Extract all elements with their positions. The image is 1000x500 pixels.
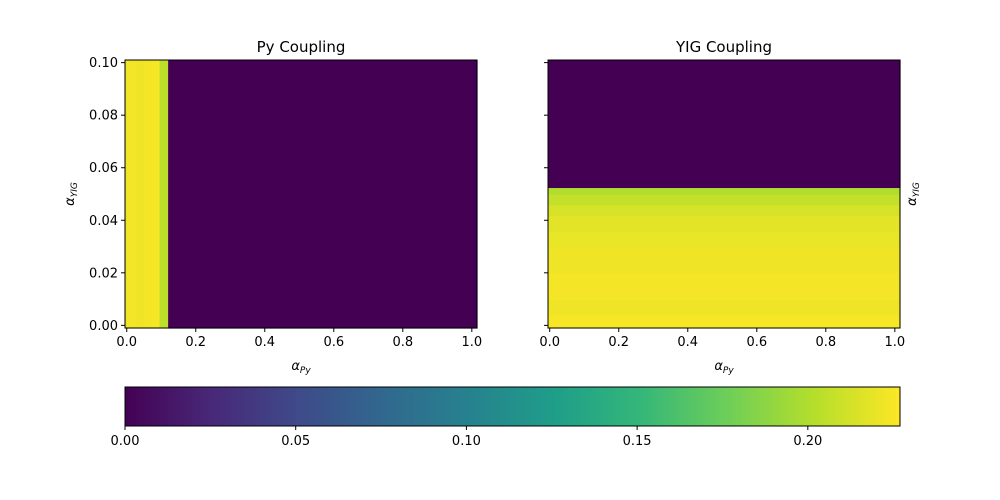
colorbar-frame xyxy=(124,386,901,427)
y-tick-label: 0.08 xyxy=(89,109,118,124)
axes-frame xyxy=(547,59,901,329)
heatmap-cell-5 xyxy=(159,60,169,329)
heatmap-cell-9 xyxy=(548,60,901,189)
colorbar-tick-label: 0.20 xyxy=(793,434,822,449)
x-tick-label: 1.0 xyxy=(884,335,905,350)
colorbar: 0.00 0.05 0.10 0.15 0.20 xyxy=(111,386,901,449)
colorbar-tick-label: 0.00 xyxy=(111,434,140,449)
heatmap-yig-coupling: YIG Coupling 0.0 0.2 0.4 0.6 0.8 1.0 αPy αYIG xyxy=(539,38,922,376)
y-tick-label: 0.10 xyxy=(89,56,118,71)
chart-title: Py Coupling xyxy=(257,38,346,56)
y-tick-label: 0.04 xyxy=(89,214,118,229)
x-tick-label: 0.2 xyxy=(608,335,629,350)
x-tick-label: 0.0 xyxy=(539,335,560,350)
heatmap-cell-7 xyxy=(548,194,901,206)
x-axis-ticks: 0.0 0.2 0.4 0.6 0.8 1.0 xyxy=(539,328,905,350)
heatmap-cell-3 xyxy=(548,246,901,274)
y-axis-label: αYIG xyxy=(905,182,922,206)
x-tick-label: 0.6 xyxy=(746,335,767,350)
heatmap-cell-6 xyxy=(548,204,901,216)
colorbar-gradient xyxy=(125,387,900,426)
y-tick-label: 0.06 xyxy=(89,161,118,176)
colorbar-ticks: 0.00 0.05 0.10 0.15 0.20 xyxy=(111,426,822,449)
colorbar-tick-label: 0.15 xyxy=(623,434,652,449)
heatmap-cell-0 xyxy=(125,60,128,329)
x-tick-label: 0.4 xyxy=(677,335,698,350)
heatmap-cell-4 xyxy=(152,60,161,329)
y-tick-label: 0.02 xyxy=(89,266,118,281)
heatmap-py-coupling: Py Coupling 0.0 0.2 0.4 0.6 0.8 1.0 0.000.020… xyxy=(63,38,482,376)
colorbar-tick-label: 0.10 xyxy=(452,434,481,449)
heatmap-cell-1 xyxy=(126,60,136,329)
heatmap-cell-2 xyxy=(548,272,901,300)
heatmap-cells xyxy=(548,60,901,329)
x-tick-label: 0.0 xyxy=(116,335,137,350)
y-axis-ticks xyxy=(544,62,548,326)
heatmap-cell-5 xyxy=(548,215,901,232)
x-tick-label: 0.4 xyxy=(254,335,275,350)
heatmap-cell-2 xyxy=(135,60,145,329)
heatmap-cell-4 xyxy=(548,230,901,248)
x-axis-label: αPy xyxy=(714,359,734,376)
y-axis-ticks: 0.00 0.02 0.04 0.06 0.08 0.10 xyxy=(89,56,125,334)
x-tick-label: 0.2 xyxy=(185,335,206,350)
x-tick-label: 0.8 xyxy=(392,335,413,350)
y-axis-label: αYIG xyxy=(63,182,80,206)
heatmap-cell-6 xyxy=(168,60,478,329)
heatmap-cell-1 xyxy=(548,299,901,316)
colorbar-tick-label: 0.05 xyxy=(281,434,310,449)
heatmap-cell-3 xyxy=(143,60,154,329)
y-tick-label: 0.00 xyxy=(89,319,118,334)
x-tick-label: 0.8 xyxy=(815,335,836,350)
heatmap-cells xyxy=(125,60,478,329)
heatmap-cell-0 xyxy=(548,314,901,329)
chart-title: YIG Coupling xyxy=(675,38,772,56)
x-tick-label: 1.0 xyxy=(461,335,482,350)
x-tick-label: 0.6 xyxy=(323,335,344,350)
x-axis-label: αPy xyxy=(291,359,311,376)
x-axis-ticks: 0.0 0.2 0.4 0.6 0.8 1.0 xyxy=(116,328,482,350)
axes-frame xyxy=(124,59,478,329)
heatmap-cell-8 xyxy=(548,187,901,195)
